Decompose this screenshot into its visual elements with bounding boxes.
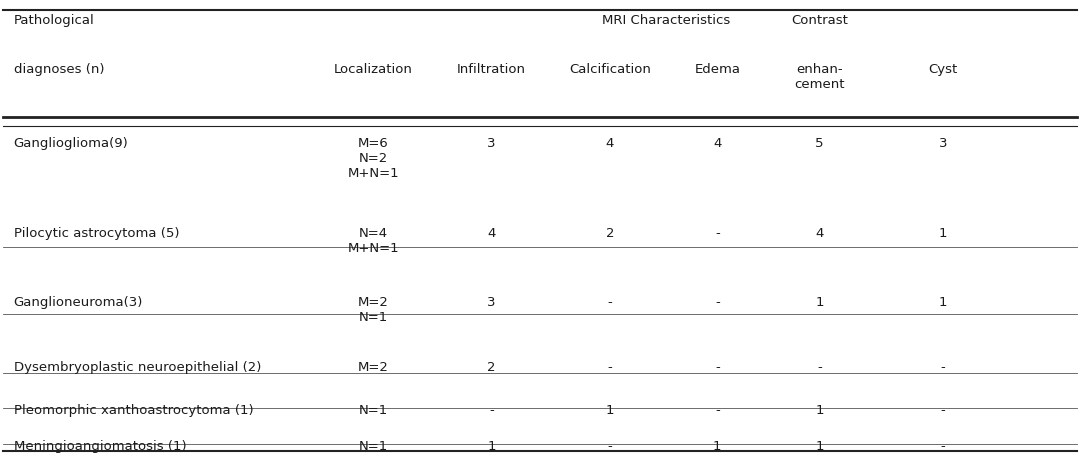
Text: 1: 1 [815, 404, 824, 417]
Text: -: - [941, 361, 945, 374]
Text: -: - [715, 296, 719, 310]
Text: Contrast: Contrast [791, 14, 848, 27]
Text: Calcification: Calcification [569, 63, 651, 76]
Text: M=2
N=1: M=2 N=1 [359, 296, 389, 324]
Text: -: - [715, 227, 719, 240]
Text: 4: 4 [606, 137, 615, 150]
Text: -: - [715, 361, 719, 374]
Text: -: - [941, 404, 945, 417]
Text: Cyst: Cyst [929, 63, 958, 76]
Text: -: - [607, 296, 612, 310]
Text: Edema: Edema [694, 63, 740, 76]
Text: 4: 4 [487, 227, 496, 240]
Text: diagnoses (n): diagnoses (n) [14, 63, 104, 76]
Text: 4: 4 [713, 137, 721, 150]
Text: Pilocytic astrocytoma (5): Pilocytic astrocytoma (5) [14, 227, 179, 240]
Text: -: - [941, 440, 945, 453]
Text: 1: 1 [815, 440, 824, 453]
Text: 1: 1 [815, 296, 824, 310]
Text: 2: 2 [487, 361, 496, 374]
Text: 3: 3 [487, 137, 496, 150]
Text: Localization: Localization [334, 63, 413, 76]
Text: M=2: M=2 [359, 361, 389, 374]
Text: enhan-
cement: enhan- cement [794, 63, 845, 91]
Text: N=1: N=1 [359, 404, 388, 417]
Text: 1: 1 [606, 404, 615, 417]
Text: 2: 2 [606, 227, 615, 240]
Text: Ganglioneuroma(3): Ganglioneuroma(3) [14, 296, 143, 310]
Text: MRI Characteristics: MRI Characteristics [602, 14, 730, 27]
Text: 5: 5 [815, 137, 824, 150]
Text: N=1: N=1 [359, 440, 388, 453]
Text: 1: 1 [939, 296, 947, 310]
Text: Dysembryoplastic neuroepithelial (2): Dysembryoplastic neuroepithelial (2) [14, 361, 261, 374]
Text: -: - [607, 440, 612, 453]
Text: Pleomorphic xanthoastrocytoma (1): Pleomorphic xanthoastrocytoma (1) [14, 404, 253, 417]
Text: 3: 3 [939, 137, 947, 150]
Text: -: - [607, 361, 612, 374]
Text: -: - [715, 404, 719, 417]
Text: 4: 4 [815, 227, 824, 240]
Text: 3: 3 [487, 296, 496, 310]
Text: -: - [489, 404, 494, 417]
Text: M=6
N=2
M+N=1: M=6 N=2 M+N=1 [348, 137, 400, 180]
Text: Pathological: Pathological [14, 14, 94, 27]
Text: N=4
M+N=1: N=4 M+N=1 [348, 227, 400, 255]
Text: Meningioangiomatosis (1): Meningioangiomatosis (1) [14, 440, 186, 453]
Text: -: - [816, 361, 822, 374]
Text: Ganglioglioma(9): Ganglioglioma(9) [14, 137, 129, 150]
Text: Infiltration: Infiltration [457, 63, 526, 76]
Text: 1: 1 [939, 227, 947, 240]
Text: 1: 1 [487, 440, 496, 453]
Text: 1: 1 [713, 440, 721, 453]
